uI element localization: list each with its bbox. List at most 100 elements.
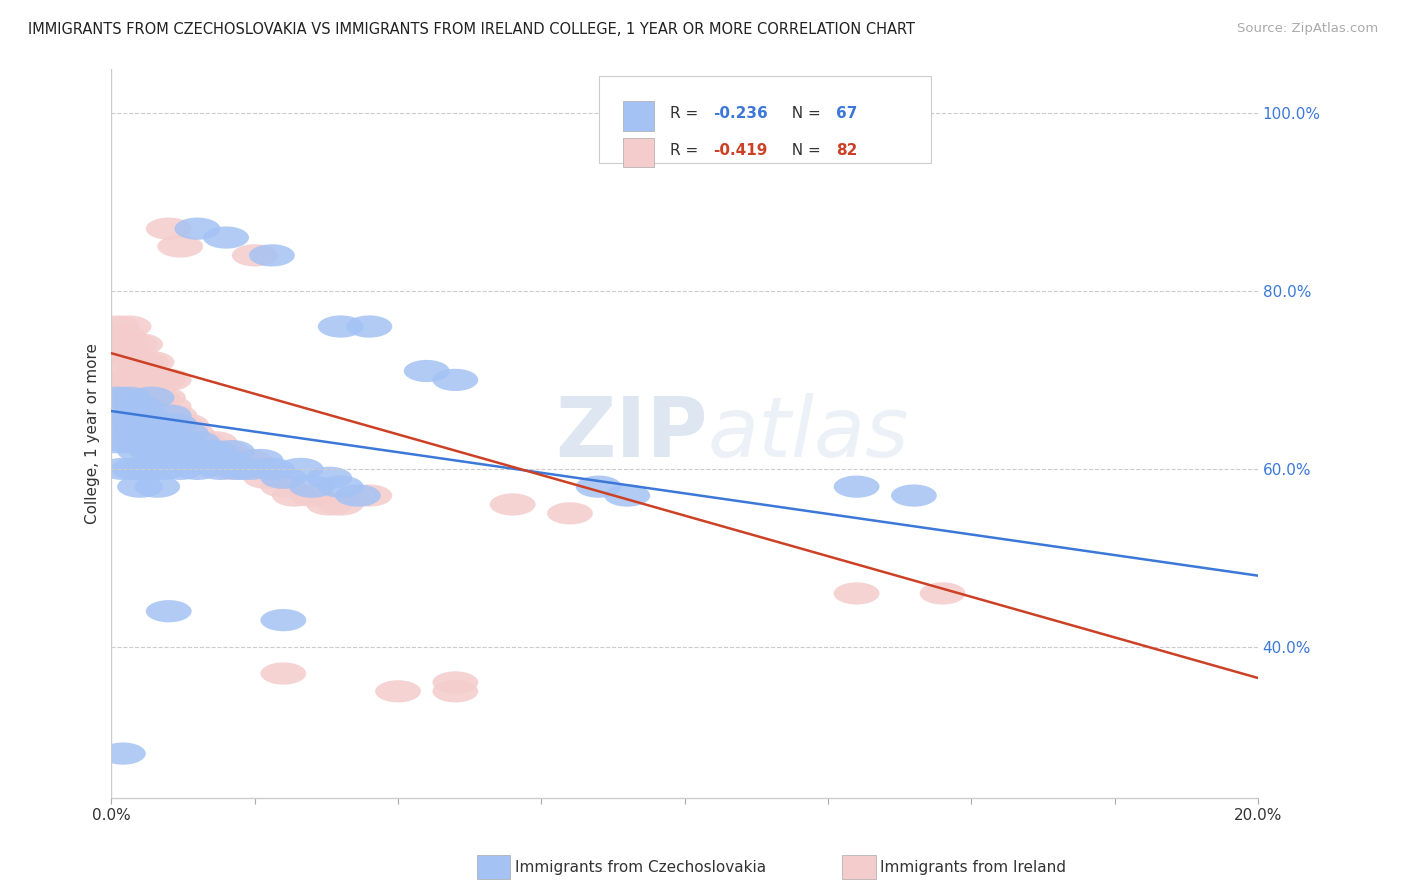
Ellipse shape bbox=[260, 609, 307, 632]
Ellipse shape bbox=[180, 431, 226, 453]
Ellipse shape bbox=[128, 377, 174, 400]
Ellipse shape bbox=[318, 493, 364, 516]
Ellipse shape bbox=[891, 484, 936, 507]
Ellipse shape bbox=[575, 475, 621, 498]
Ellipse shape bbox=[117, 404, 163, 426]
Ellipse shape bbox=[100, 386, 146, 409]
Ellipse shape bbox=[146, 404, 191, 426]
Ellipse shape bbox=[157, 235, 202, 258]
Ellipse shape bbox=[232, 458, 277, 480]
Ellipse shape bbox=[318, 316, 364, 338]
Ellipse shape bbox=[105, 431, 152, 453]
Ellipse shape bbox=[249, 458, 295, 480]
Ellipse shape bbox=[146, 368, 191, 391]
Ellipse shape bbox=[128, 404, 174, 426]
Ellipse shape bbox=[433, 681, 478, 702]
Ellipse shape bbox=[404, 359, 450, 382]
Ellipse shape bbox=[100, 334, 146, 355]
Ellipse shape bbox=[141, 368, 186, 391]
Text: IMMIGRANTS FROM CZECHOSLOVAKIA VS IMMIGRANTS FROM IRELAND COLLEGE, 1 YEAR OR MOR: IMMIGRANTS FROM CZECHOSLOVAKIA VS IMMIGR… bbox=[28, 22, 915, 37]
Ellipse shape bbox=[117, 475, 163, 498]
Ellipse shape bbox=[122, 368, 169, 391]
Ellipse shape bbox=[100, 413, 146, 435]
Ellipse shape bbox=[318, 475, 364, 498]
Ellipse shape bbox=[111, 458, 157, 480]
Ellipse shape bbox=[111, 368, 157, 391]
Ellipse shape bbox=[243, 467, 290, 489]
Ellipse shape bbox=[186, 440, 232, 462]
Ellipse shape bbox=[215, 458, 260, 480]
Ellipse shape bbox=[122, 404, 169, 426]
Ellipse shape bbox=[433, 672, 478, 693]
Ellipse shape bbox=[128, 351, 174, 373]
Ellipse shape bbox=[105, 343, 152, 364]
Ellipse shape bbox=[146, 431, 191, 453]
Ellipse shape bbox=[202, 227, 249, 249]
Ellipse shape bbox=[180, 440, 226, 462]
Ellipse shape bbox=[215, 449, 260, 471]
Ellipse shape bbox=[191, 440, 238, 462]
Ellipse shape bbox=[433, 368, 478, 391]
Ellipse shape bbox=[834, 475, 880, 498]
Ellipse shape bbox=[163, 413, 209, 435]
Ellipse shape bbox=[128, 386, 174, 409]
Ellipse shape bbox=[135, 413, 180, 435]
Ellipse shape bbox=[152, 422, 197, 444]
Ellipse shape bbox=[100, 458, 146, 480]
Ellipse shape bbox=[135, 440, 180, 462]
Ellipse shape bbox=[834, 582, 880, 605]
Ellipse shape bbox=[335, 484, 381, 507]
Ellipse shape bbox=[163, 440, 209, 462]
Ellipse shape bbox=[94, 386, 141, 409]
Ellipse shape bbox=[174, 218, 221, 240]
Ellipse shape bbox=[100, 325, 146, 347]
Text: Immigrants from Ireland: Immigrants from Ireland bbox=[880, 860, 1066, 874]
Ellipse shape bbox=[105, 386, 152, 409]
Ellipse shape bbox=[157, 431, 202, 453]
Ellipse shape bbox=[226, 458, 271, 480]
Ellipse shape bbox=[94, 316, 141, 338]
Ellipse shape bbox=[146, 600, 191, 623]
Ellipse shape bbox=[157, 431, 202, 453]
Ellipse shape bbox=[146, 218, 191, 240]
Ellipse shape bbox=[226, 449, 271, 471]
Text: 67: 67 bbox=[837, 106, 858, 121]
Text: atlas: atlas bbox=[707, 392, 910, 474]
Ellipse shape bbox=[260, 475, 307, 498]
Ellipse shape bbox=[157, 458, 202, 480]
Ellipse shape bbox=[174, 449, 221, 471]
Ellipse shape bbox=[232, 244, 277, 267]
Text: Immigrants from Czechoslovakia: Immigrants from Czechoslovakia bbox=[515, 860, 766, 874]
Text: -0.236: -0.236 bbox=[713, 106, 768, 121]
Text: ZIP: ZIP bbox=[555, 392, 707, 474]
Ellipse shape bbox=[191, 449, 238, 471]
Ellipse shape bbox=[128, 386, 174, 409]
Text: 82: 82 bbox=[837, 143, 858, 158]
Ellipse shape bbox=[249, 244, 295, 267]
Ellipse shape bbox=[146, 395, 191, 417]
Ellipse shape bbox=[197, 458, 243, 480]
Ellipse shape bbox=[128, 422, 174, 444]
Text: N =: N = bbox=[782, 143, 825, 158]
Ellipse shape bbox=[117, 334, 163, 355]
Ellipse shape bbox=[141, 422, 186, 444]
Ellipse shape bbox=[111, 422, 157, 444]
Ellipse shape bbox=[375, 681, 420, 702]
Ellipse shape bbox=[135, 368, 180, 391]
Text: N =: N = bbox=[782, 106, 825, 121]
Ellipse shape bbox=[920, 582, 966, 605]
Ellipse shape bbox=[277, 458, 323, 480]
Ellipse shape bbox=[157, 413, 202, 435]
Text: Source: ZipAtlas.com: Source: ZipAtlas.com bbox=[1237, 22, 1378, 36]
Ellipse shape bbox=[135, 386, 180, 409]
Ellipse shape bbox=[174, 431, 221, 453]
Ellipse shape bbox=[209, 440, 254, 462]
Ellipse shape bbox=[186, 449, 232, 471]
Ellipse shape bbox=[489, 493, 536, 516]
Y-axis label: College, 1 year or more: College, 1 year or more bbox=[86, 343, 100, 524]
Ellipse shape bbox=[180, 449, 226, 471]
Ellipse shape bbox=[122, 431, 169, 453]
Ellipse shape bbox=[152, 404, 197, 426]
Ellipse shape bbox=[290, 484, 335, 507]
Ellipse shape bbox=[94, 368, 141, 391]
